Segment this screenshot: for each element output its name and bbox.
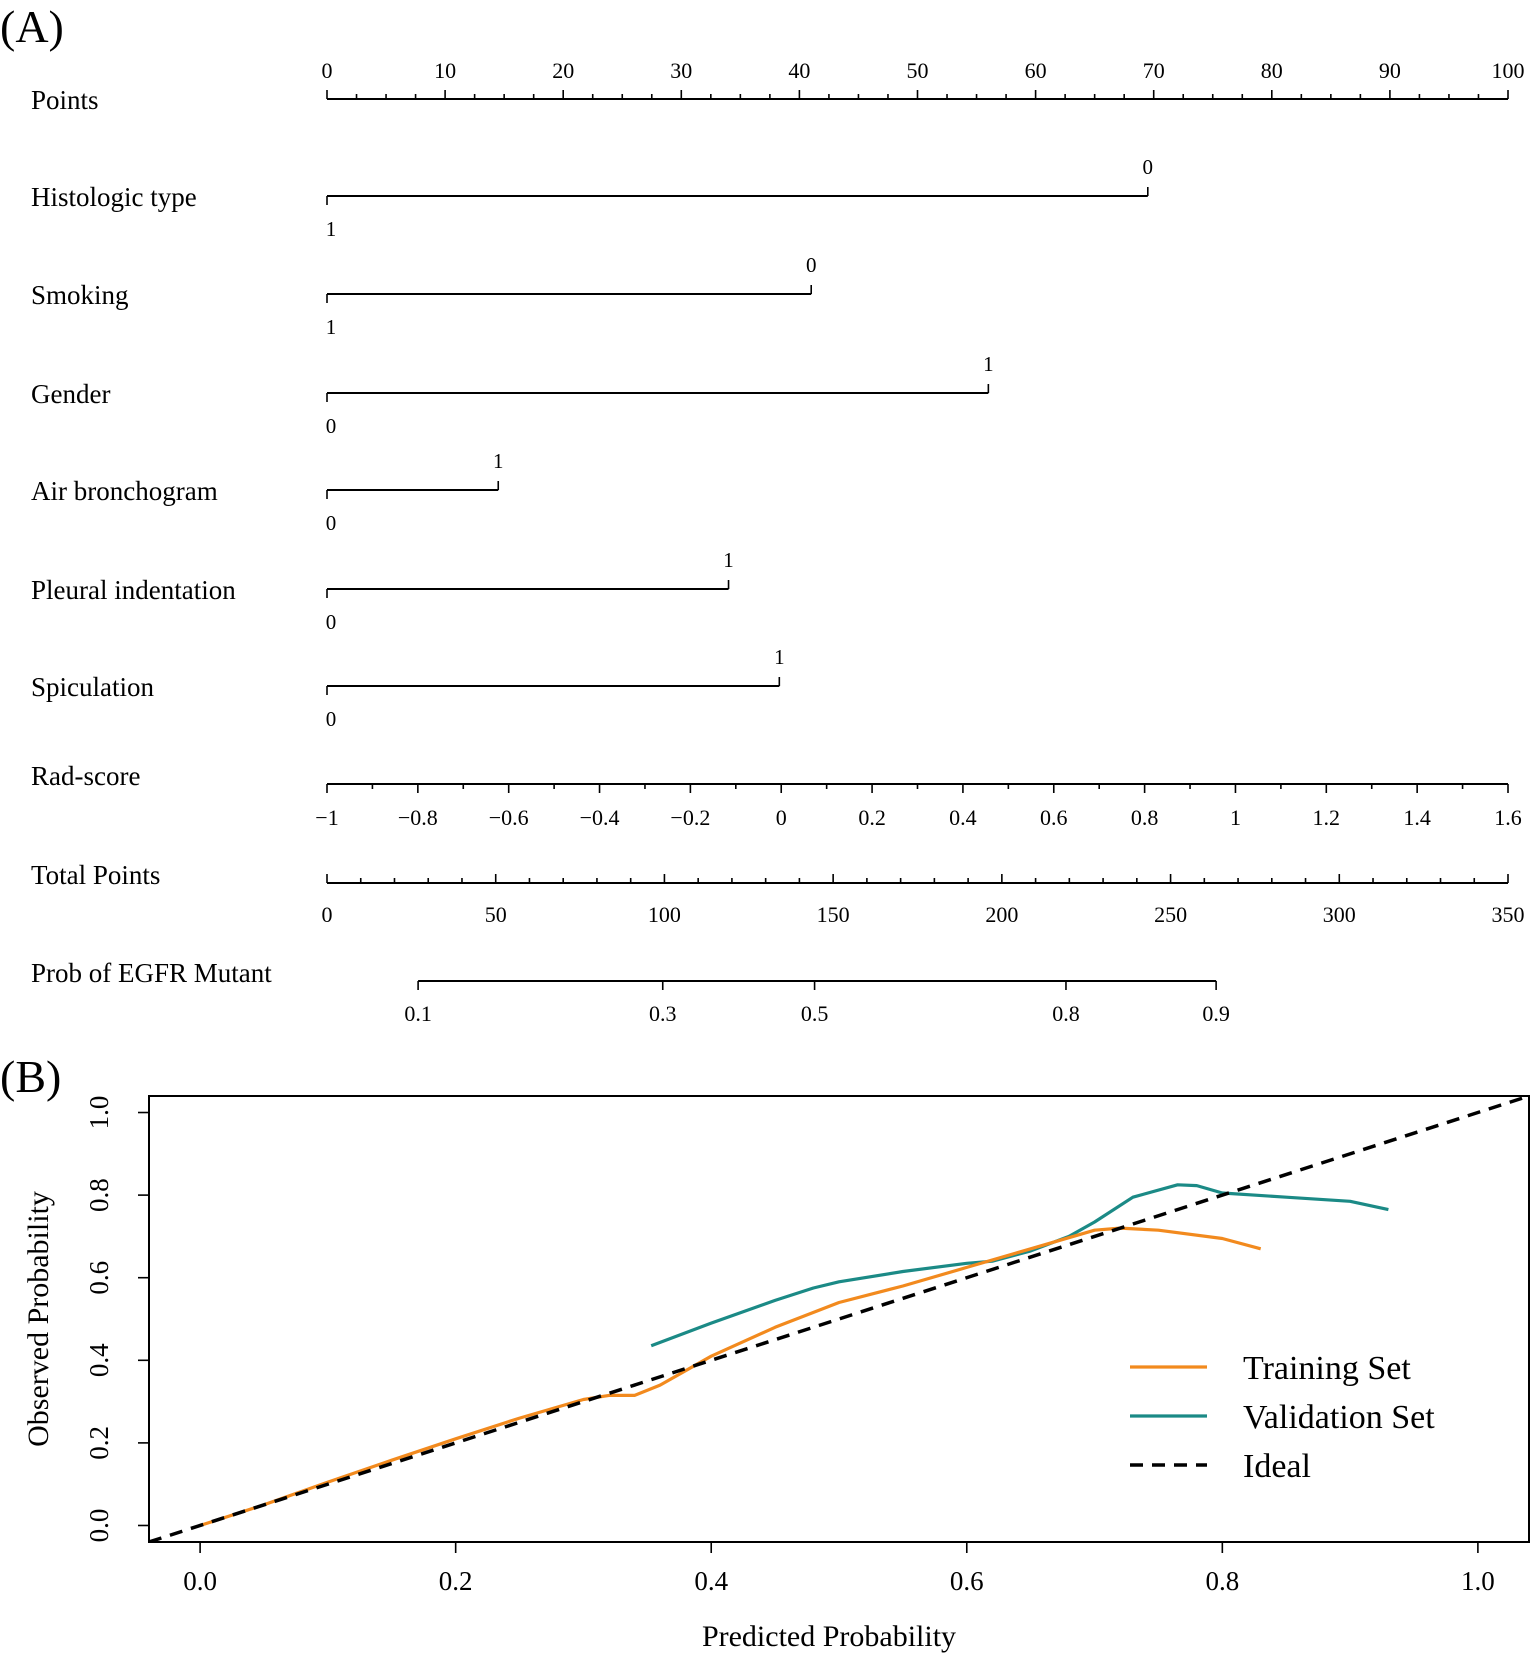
x-tick-label: 0.0 [183, 1566, 217, 1596]
level-label: 0 [326, 707, 337, 731]
points-tick-label: 70 [1143, 58, 1165, 83]
ideal-line [149, 1096, 1529, 1542]
points-tick-label: 100 [1492, 58, 1525, 83]
variable-label: Pleural indentation [31, 575, 236, 605]
rad-score-tick-label: 1.2 [1313, 805, 1341, 830]
rad-score-label: Rad-score [31, 761, 140, 791]
total-points-tick-label: 200 [985, 902, 1018, 927]
points-tick-label: 80 [1261, 58, 1283, 83]
variable-label: Smoking [31, 280, 129, 310]
probability-tick-label: 0.1 [404, 1001, 432, 1026]
y-tick-label: 0.0 [84, 1509, 114, 1543]
level-label: 1 [493, 449, 504, 473]
x-axis-title: Predicted Probability [702, 1620, 956, 1653]
plot-frame [148, 1095, 1530, 1543]
level-label: 0 [806, 253, 817, 277]
total-points-label: Total Points [31, 860, 160, 890]
calibration-plot: 0.0 0.2 0.4 0.6 0.8 1.0 0.0 0.2 0.4 0.6 0.8 1.0 Pred… [22, 1095, 1530, 1653]
points-tick-label: 60 [1025, 58, 1047, 83]
total-points-tick-label: 50 [485, 902, 507, 927]
rad-score-tick-label: 0 [776, 805, 787, 830]
rad-score-tick-label: −0.2 [670, 805, 710, 830]
probability-tick-label: 0.5 [801, 1001, 829, 1026]
legend-label-validation-set: Validation Set [1243, 1399, 1435, 1436]
rad-score-tick-label: 1 [1230, 805, 1241, 830]
rad-score-tick-label: −0.6 [489, 805, 529, 830]
x-tick-label: 0.8 [1205, 1566, 1239, 1596]
level-label: 1 [723, 548, 734, 572]
total-points-tick-label: 0 [322, 902, 333, 927]
rad-score-tick-label: 0.2 [858, 805, 886, 830]
variable-label: Spiculation [31, 672, 154, 702]
points-tick-label: 20 [552, 58, 574, 83]
total-points-tick-label: 150 [817, 902, 850, 927]
rad-score-tick-label: 0.8 [1131, 805, 1159, 830]
points-tick-label: 50 [907, 58, 929, 83]
total-points-tick-label: 300 [1323, 902, 1356, 927]
legend: Training Set Validation Set Ideal [1130, 1350, 1435, 1485]
points-tick-label: 30 [670, 58, 692, 83]
rad-score-tick-label: −0.8 [398, 805, 438, 830]
level-label: 1 [326, 315, 337, 339]
x-tick-label: 0.4 [694, 1566, 728, 1596]
level-label: 1 [774, 645, 785, 669]
variable-label: Air bronchogram [31, 476, 218, 506]
x-tick-label: 0.6 [950, 1566, 984, 1596]
legend-label-training-set: Training Set [1243, 1350, 1411, 1387]
panel-b-label: (B) [0, 1051, 61, 1102]
rad-score-tick-label: −1 [315, 805, 338, 830]
total-points-tick-label: 350 [1492, 902, 1525, 927]
validation-set-line [650, 1183, 1389, 1348]
y-axis-title: Observed Probability [22, 1191, 55, 1447]
probability-tick-label: 0.9 [1202, 1001, 1230, 1026]
points-tick-label: 40 [788, 58, 810, 83]
y-tick-label: 0.8 [84, 1178, 114, 1212]
rad-score-tick-label: 1.4 [1403, 805, 1431, 830]
probability-label: Prob of EGFR Mutant [31, 958, 272, 988]
level-label: 1 [983, 352, 994, 376]
total-points-tick-label: 250 [1154, 902, 1187, 927]
probability-tick-label: 0.8 [1052, 1001, 1080, 1026]
level-label: 0 [326, 511, 337, 535]
points-tick-label: 10 [434, 58, 456, 83]
x-tick-label: 0.2 [439, 1566, 473, 1596]
y-tick-label: 0.2 [84, 1426, 114, 1460]
points-tick-label: 0 [322, 58, 333, 83]
legend-label-ideal: Ideal [1243, 1448, 1311, 1485]
rad-score-tick-label: 0.6 [1040, 805, 1068, 830]
level-label: 0 [1143, 155, 1154, 179]
level-label: 1 [326, 217, 337, 241]
panel-a-label: (A) [0, 1, 64, 52]
variable-label: Gender [31, 379, 110, 409]
training-set-line [199, 1226, 1262, 1528]
points-axis-label: Points [31, 85, 99, 115]
level-label: 0 [326, 610, 337, 634]
y-tick-label: 0.6 [84, 1261, 114, 1295]
x-tick-label: 1.0 [1461, 1566, 1495, 1596]
y-tick-label: 1.0 [84, 1096, 114, 1130]
total-points-tick-label: 100 [648, 902, 681, 927]
rad-score-tick-label: −0.4 [580, 805, 620, 830]
y-tick-label: 0.4 [84, 1343, 114, 1377]
rad-score-tick-label: 0.4 [949, 805, 977, 830]
probability-tick-label: 0.3 [649, 1001, 677, 1026]
variable-label: Histologic type [31, 182, 197, 212]
rad-score-tick-label: 1.6 [1494, 805, 1522, 830]
level-label: 0 [326, 414, 337, 438]
points-tick-label: 90 [1379, 58, 1401, 83]
